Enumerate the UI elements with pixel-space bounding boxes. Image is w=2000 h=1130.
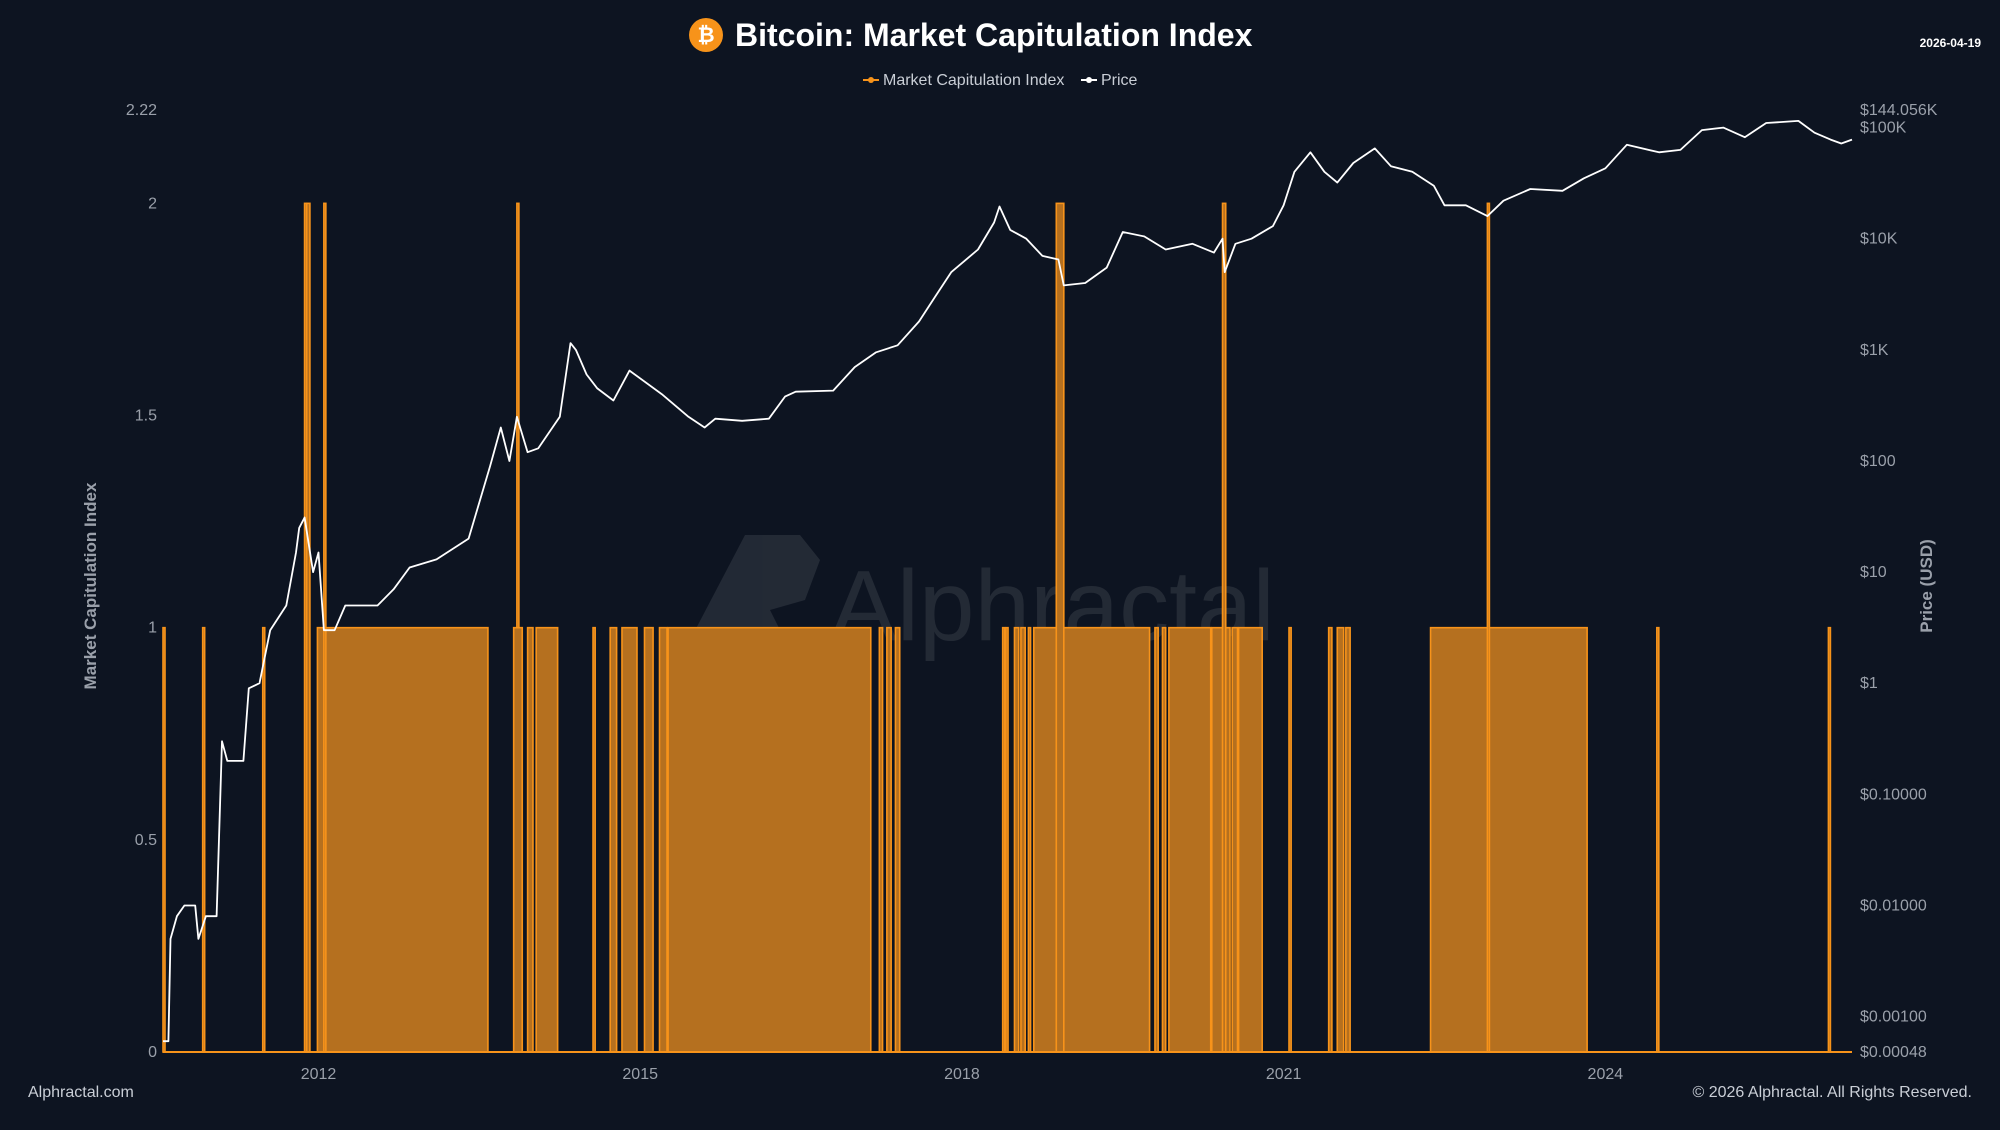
title-logo: ₿ — [689, 18, 723, 52]
footer-copyright: © 2026 Alphractal. All Rights Reserved. — [1693, 1084, 1973, 1101]
x-tick-label: 2015 — [622, 1066, 658, 1083]
x-tick-label: 2021 — [1266, 1066, 1302, 1083]
y-tick-label-right: $100K — [1860, 120, 1907, 137]
index-segment — [526, 626, 534, 1053]
index-segment — [1486, 202, 1491, 1053]
index-segment — [1210, 626, 1231, 1053]
index-segment — [886, 626, 892, 1053]
watermark-logo — [690, 535, 820, 640]
legend-marker-price — [1086, 77, 1092, 83]
axes: 0 0.5 1 1.5 2 2.22 $0.00048 $0.00100 $0.01000 $0.… — [126, 102, 1938, 1083]
index-segment — [1327, 626, 1333, 1053]
chart-title: Bitcoin: Market Capitulation Index — [735, 17, 1253, 53]
y-tick-label-right: $0.00048 — [1860, 1044, 1927, 1061]
index-segment — [643, 626, 654, 1053]
index-segment — [1001, 626, 1006, 1053]
index-segment — [1288, 626, 1292, 1053]
index-segment — [621, 626, 638, 1053]
y-tick-label-left: 1.5 — [135, 408, 157, 425]
index-segment — [1345, 626, 1351, 1053]
index-segment — [1827, 626, 1832, 1053]
index-segment — [609, 626, 618, 1053]
bitcoin-symbol: ₿ — [697, 24, 714, 47]
y-tick-label-right: $100 — [1860, 453, 1896, 470]
y-tick-label-right: $0.01000 — [1860, 897, 1927, 914]
index-segment — [667, 626, 872, 1053]
index-segment — [1020, 626, 1026, 1053]
y-tick-label-left: 0.5 — [135, 832, 157, 849]
x-tick-label: 2024 — [1588, 1066, 1624, 1083]
index-segment — [201, 626, 206, 1053]
index-segment — [1161, 626, 1167, 1053]
index-segment — [1221, 202, 1227, 1053]
y-tick-label-right: $10 — [1860, 564, 1887, 581]
index-segment — [1336, 626, 1345, 1053]
index-segment — [305, 202, 311, 1053]
index-segment — [1027, 626, 1032, 1053]
legend-marker-index — [868, 77, 874, 83]
index-segment — [512, 626, 524, 1053]
y-tick-label-left: 2.22 — [126, 102, 157, 119]
index-segment — [592, 626, 596, 1053]
index-segment — [1168, 626, 1212, 1053]
index-segment — [1013, 626, 1020, 1053]
y-tick-label-right: $10K — [1860, 231, 1898, 248]
y-tick-label-right: $0.00100 — [1860, 1009, 1927, 1026]
legend-item-index[interactable]: Market Capitulation Index — [863, 72, 1064, 89]
legend-label-price: Price — [1101, 72, 1138, 89]
y-tick-label-left: 1 — [148, 620, 157, 637]
index-segment — [1032, 626, 1151, 1053]
index-segment — [1231, 626, 1239, 1053]
footer-site[interactable]: Alphractal.com — [28, 1084, 134, 1101]
index-segment — [1005, 626, 1009, 1053]
index-segment — [1055, 202, 1065, 1053]
index-segment — [535, 626, 559, 1053]
y-tick-label-right: $0.10000 — [1860, 786, 1927, 803]
index-segment — [316, 626, 489, 1053]
bitcoin-icon — [689, 18, 723, 52]
y-tick-label-right: $1 — [1860, 675, 1878, 692]
y-tick-label-left: 0 — [148, 1044, 157, 1061]
plot-area — [162, 120, 1853, 1053]
index-segment — [1429, 626, 1588, 1053]
y-axis-title-right: Price (USD) — [1917, 539, 1936, 633]
y-axis-title-left: Market Capitulation Index — [81, 482, 100, 689]
y-tick-label-right: $1K — [1860, 342, 1889, 359]
x-tick-label: 2012 — [301, 1066, 337, 1083]
index-segment — [261, 626, 266, 1053]
y-tick-label-right: $144.056K — [1860, 102, 1938, 119]
index-segment — [878, 626, 884, 1053]
index-segment — [658, 626, 668, 1053]
legend-item-price[interactable]: Price — [1081, 72, 1138, 89]
legend-label-index: Market Capitulation Index — [883, 72, 1064, 89]
index-segment — [1154, 626, 1159, 1053]
price-line — [163, 120, 1853, 1043]
legend: Market Capitulation Index Price — [863, 72, 1138, 89]
header-date: 2026-04-19 — [1920, 36, 1982, 50]
index-segment — [1656, 626, 1660, 1053]
index-segment — [162, 626, 166, 1053]
index-segment — [1237, 626, 1263, 1053]
index-segment — [894, 626, 901, 1053]
y-tick-label-left: 2 — [148, 195, 157, 212]
x-tick-label: 2018 — [944, 1066, 980, 1083]
